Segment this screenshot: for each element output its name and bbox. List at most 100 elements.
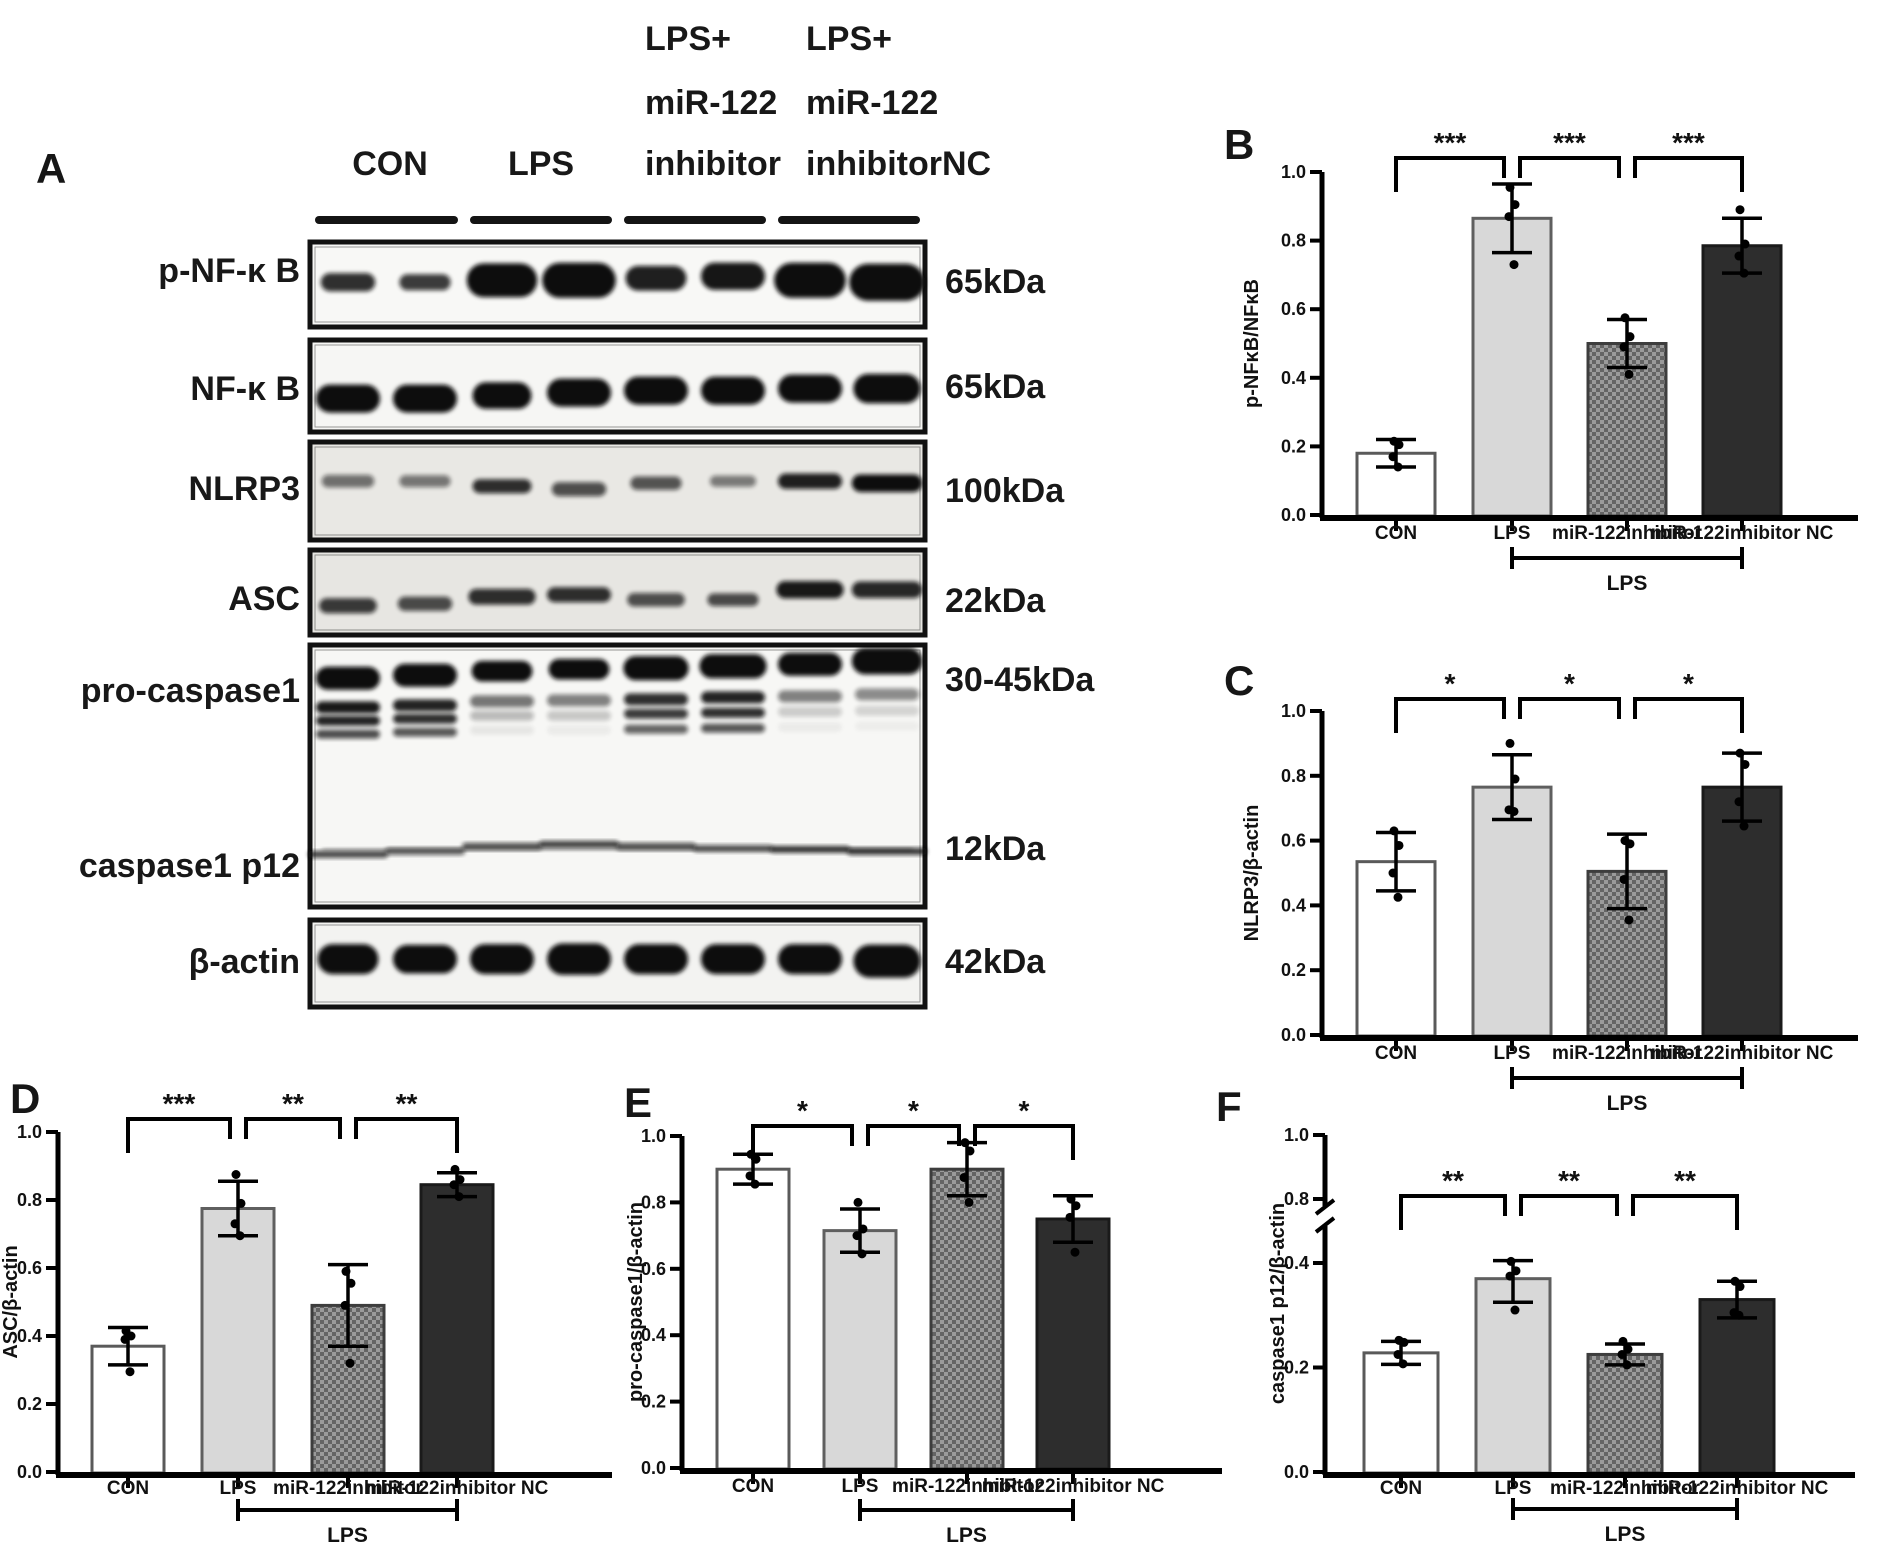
data-point bbox=[1504, 212, 1514, 222]
blot-band bbox=[466, 263, 538, 298]
sig-stars: * bbox=[1683, 668, 1694, 699]
data-point bbox=[341, 1266, 351, 1276]
x-tick-label: miR-122inhibitor NC bbox=[1646, 1478, 1829, 1499]
blot-band bbox=[393, 713, 457, 724]
y-tick-label: 0.8 bbox=[641, 1192, 666, 1212]
bar-lps bbox=[822, 1229, 898, 1471]
y-tick-label: 0.8 bbox=[1281, 231, 1306, 251]
data-point bbox=[1505, 1271, 1515, 1281]
sig-bracket bbox=[354, 1117, 459, 1153]
blot-box-4 bbox=[307, 642, 928, 910]
data-point bbox=[750, 1179, 760, 1189]
blot-band bbox=[778, 473, 842, 489]
row-label-beta-actin: β-actin bbox=[188, 943, 300, 981]
y-tick-label: 0.0 bbox=[1281, 1025, 1306, 1045]
x-tick-label: miR-122inhibitor bbox=[1552, 1043, 1703, 1064]
blot-band bbox=[548, 658, 610, 680]
y-tick-label: 0.6 bbox=[1281, 831, 1306, 851]
kda-label-asc: 22kDa bbox=[945, 582, 1046, 620]
chart-B: 0.0 0.2 0.4 0.6 0.8 1.0 p-NFκB/NFκB CON LPS miR-1… bbox=[1241, 127, 1858, 595]
blot-band bbox=[625, 265, 687, 291]
blot-band bbox=[317, 944, 379, 975]
y-tick-label: 0.0 bbox=[641, 1458, 666, 1478]
blot-band bbox=[547, 378, 611, 407]
group-bracket bbox=[858, 1499, 1075, 1521]
blot-band bbox=[462, 842, 542, 850]
data-point bbox=[857, 1249, 867, 1259]
sig-bracket bbox=[1399, 1194, 1507, 1230]
row-label-nlrp3: NLRP3 bbox=[188, 470, 300, 508]
blot-band bbox=[623, 656, 689, 681]
data-point bbox=[852, 1231, 862, 1241]
bar-mir-122inhibitor-nc bbox=[1035, 1217, 1111, 1471]
x-tick-label: CON bbox=[1380, 1478, 1422, 1499]
data-point bbox=[1625, 332, 1635, 342]
bar-mir-122inhibitor bbox=[1586, 1352, 1664, 1475]
data-point bbox=[1739, 268, 1749, 278]
group-bracket-label: LPS bbox=[946, 1524, 987, 1547]
data-point bbox=[965, 1146, 975, 1156]
y-tick-label: 0.6 bbox=[17, 1258, 42, 1278]
panel-a-label: A bbox=[36, 145, 67, 192]
lane-group-con: CON bbox=[352, 145, 428, 183]
bar-lps bbox=[200, 1207, 276, 1475]
blot-band bbox=[770, 845, 850, 853]
data-point bbox=[853, 1197, 863, 1207]
data-point bbox=[1735, 205, 1745, 215]
row-label-nfkb: NF-κ B bbox=[190, 370, 300, 408]
y-tick-label: 0.2 bbox=[641, 1392, 666, 1412]
blot-box-2 bbox=[307, 439, 928, 543]
chart-D: 0.0 0.2 0.4 0.6 0.8 1.0 ASC/β-actin CON LPS miR-1… bbox=[0, 1088, 612, 1547]
blot-band bbox=[321, 474, 375, 488]
kda-label-pro-caspase1: 30-45kDa bbox=[945, 661, 1095, 699]
data-point bbox=[1505, 738, 1515, 748]
blot-band bbox=[624, 376, 688, 405]
y-tick-label: 0.8 bbox=[1284, 1189, 1309, 1209]
blot-band bbox=[851, 581, 923, 598]
group-bracket bbox=[1510, 1067, 1744, 1089]
lane-group-inhibitor-line1: LPS+ bbox=[645, 20, 731, 58]
y-tick-label: 0.4 bbox=[17, 1326, 42, 1346]
y-tick-label: 0.0 bbox=[1284, 1462, 1309, 1482]
blot-band bbox=[319, 598, 377, 614]
x-tick-label: CON bbox=[1375, 523, 1417, 544]
y-tick-label: 0.4 bbox=[1284, 1253, 1309, 1273]
blot-band bbox=[709, 475, 757, 487]
blot-box-5 bbox=[307, 917, 928, 1010]
blot-band bbox=[847, 847, 927, 855]
blot-band bbox=[701, 707, 765, 718]
panel-e-label: E bbox=[624, 1079, 653, 1126]
y-tick-label: 0.0 bbox=[1281, 505, 1306, 525]
sig-bracket bbox=[973, 1124, 1075, 1160]
x-tick-label: miR-122inhibitor NC bbox=[1651, 1043, 1834, 1064]
data-point bbox=[230, 1219, 240, 1229]
lane-group-lps: LPS bbox=[507, 145, 575, 183]
data-point bbox=[858, 1224, 868, 1234]
kda-label-beta-actin: 42kDa bbox=[945, 943, 1046, 981]
sig-stars: * bbox=[1564, 668, 1575, 699]
x-tick-label: miR-122inhibitor bbox=[1552, 523, 1703, 544]
y-tick-label: 0.0 bbox=[17, 1462, 42, 1482]
y-tick-label: 0.2 bbox=[1281, 436, 1306, 456]
data-point bbox=[1510, 1305, 1520, 1315]
data-point bbox=[1622, 1360, 1632, 1370]
data-point bbox=[1620, 836, 1630, 846]
sig-bracket bbox=[1519, 1194, 1619, 1216]
bar-mir-122inhibitor-nc bbox=[1701, 244, 1783, 518]
chart-E: 0.0 0.2 0.4 0.6 0.8 1.0 pro-caspase1/β-actin CO… bbox=[625, 1095, 1222, 1547]
group-bracket-label: LPS bbox=[1607, 1092, 1648, 1115]
blot-band bbox=[320, 273, 376, 292]
blot-band bbox=[547, 725, 611, 735]
data-point bbox=[964, 1197, 974, 1207]
x-tick-label: miR-122inhibitor bbox=[892, 1476, 1043, 1497]
panel-a-blots bbox=[307, 216, 928, 1010]
data-point bbox=[1506, 1256, 1516, 1266]
blot-band bbox=[701, 691, 765, 704]
data-point bbox=[1389, 436, 1399, 446]
blot-band bbox=[470, 944, 534, 975]
blot-box-3 bbox=[307, 547, 928, 638]
sig-stars: * bbox=[1445, 668, 1456, 699]
data-point bbox=[1735, 748, 1745, 758]
data-point bbox=[1624, 915, 1634, 925]
